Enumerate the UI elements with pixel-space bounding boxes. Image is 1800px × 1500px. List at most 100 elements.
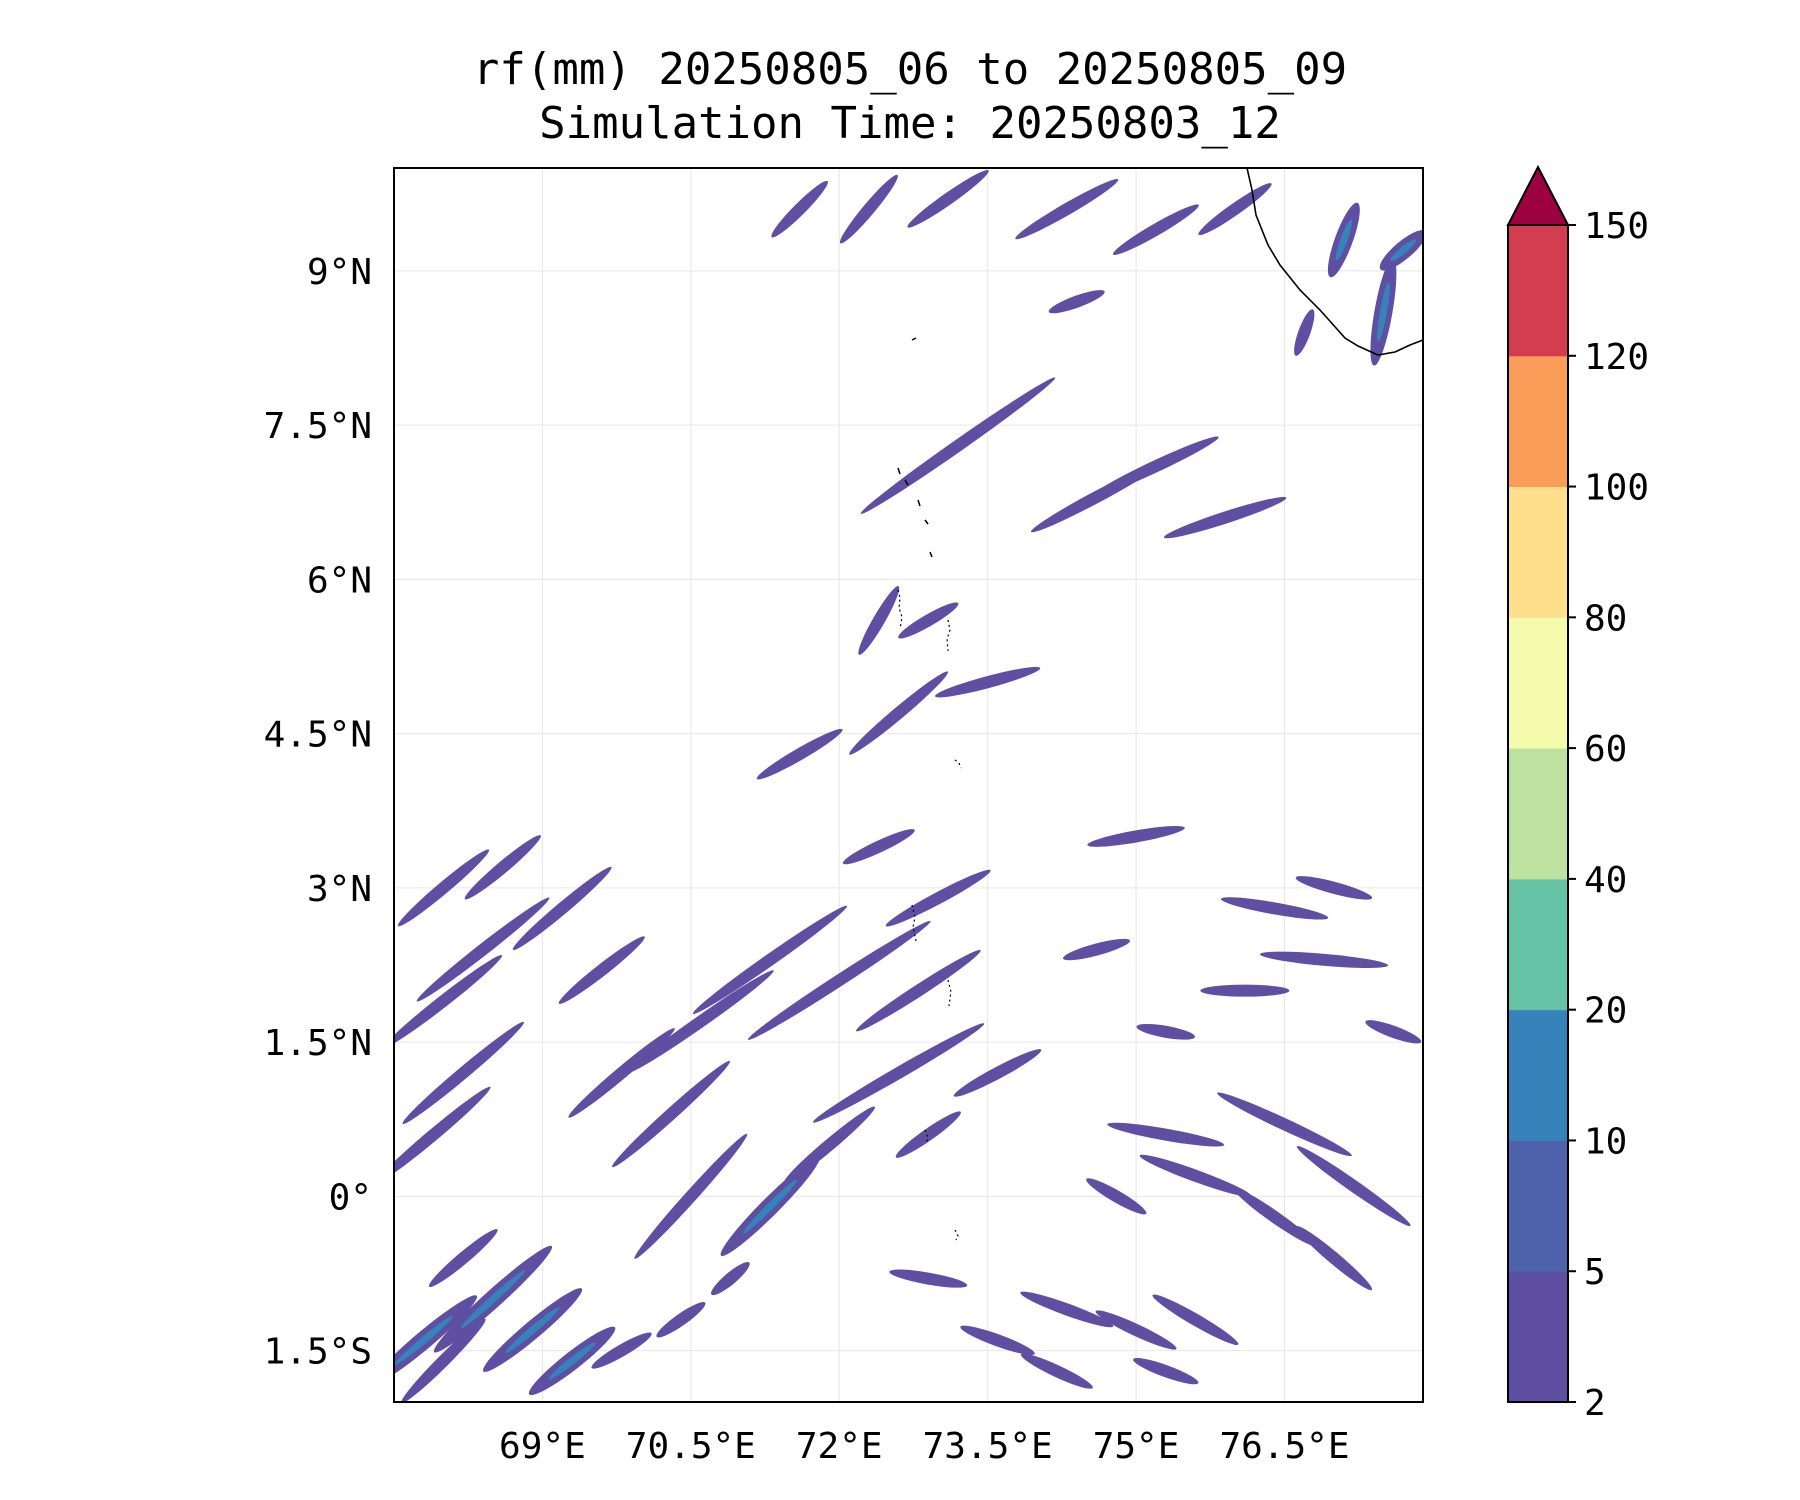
colorbar-tick-label: 2 <box>1584 1383 1606 1424</box>
lon-tick-label: 75°E <box>1093 1426 1180 1467</box>
rain-band <box>1020 1291 1114 1328</box>
rain-band <box>1112 204 1199 255</box>
lat-tick-label: 3°N <box>307 869 372 910</box>
rain-band <box>898 602 959 639</box>
colorbar-segment <box>1508 225 1568 357</box>
rain-band <box>1259 951 1389 969</box>
rain-band <box>1133 1358 1199 1385</box>
rain-band <box>839 174 898 244</box>
rainfall-contours <box>394 170 1423 1402</box>
rain-band <box>402 1021 525 1125</box>
lon-tick-label: 70.5°E <box>626 1426 756 1467</box>
title-line-2: Simulation Time: 20250803_12 <box>539 98 1281 149</box>
colorbar-tick-label: 40 <box>1584 860 1627 901</box>
rain-band <box>1048 290 1105 314</box>
colorbar-tick-label: 80 <box>1584 598 1627 639</box>
rain-band <box>1152 1294 1239 1346</box>
rain-band <box>935 666 1041 698</box>
rain-band <box>860 377 1056 514</box>
rain-band <box>1296 1146 1411 1227</box>
colorbar-segment <box>1508 1009 1568 1141</box>
rain-band <box>397 849 490 927</box>
rain-band <box>1136 1023 1196 1040</box>
rain-band <box>692 905 848 1014</box>
rain-band-core <box>505 1307 560 1353</box>
rain-band <box>1020 1353 1093 1389</box>
rain-band <box>1015 178 1119 240</box>
rain-band <box>1220 897 1329 920</box>
map-frame <box>393 167 1424 1403</box>
rain-band <box>634 1133 748 1259</box>
rain-band-core <box>394 1315 453 1365</box>
colorbar-tick-label: 150 <box>1584 206 1649 247</box>
rain-band <box>568 1028 675 1118</box>
longitude-ticks: 69°E 70.5°E 72°E 73.5°E 75°E 76.5°E <box>499 1426 1349 1467</box>
lat-tick-label: 0° <box>329 1177 372 1218</box>
lat-tick-label: 1.5°S <box>264 1332 372 1373</box>
rain-band <box>856 949 981 1032</box>
colorbar-frame <box>1507 224 1569 1403</box>
latitude-ticks: 9°N 7.5°N 6°N 4.5°N 3°N 1.5°N 0° 1.5°S <box>264 252 372 1373</box>
lat-tick-label: 4.5°N <box>264 715 372 756</box>
rain-band <box>1107 1122 1225 1147</box>
rain-band <box>558 936 645 1004</box>
colorbar-tick-label: 60 <box>1584 729 1627 770</box>
rain-band-core <box>1335 219 1352 261</box>
rain-band <box>627 970 774 1073</box>
colorbar: 2 5 10 20 40 60 80 100 120 150 <box>1506 164 1649 1424</box>
colorbar-segment <box>1508 1271 1568 1403</box>
rain-band-core <box>1377 282 1390 342</box>
map-area <box>394 168 1423 1402</box>
rain-band <box>889 1269 968 1288</box>
title-line-1: rf(mm) 20250805_06 to 20250805_09 <box>472 44 1348 95</box>
lat-tick-label: 1.5°N <box>264 1023 372 1064</box>
rain-band <box>464 835 541 900</box>
rain-band <box>1095 1310 1177 1350</box>
maldives-atolls <box>897 589 962 1241</box>
rain-band-core <box>460 1269 526 1329</box>
rain-band <box>1217 1092 1352 1157</box>
rain-band <box>1139 1154 1252 1197</box>
rain-band <box>394 955 503 1047</box>
gridlines <box>394 168 1423 1402</box>
rain-band <box>394 1086 491 1183</box>
colorbar-tick-label: 10 <box>1584 1121 1627 1162</box>
lat-tick-label: 9°N <box>307 252 372 293</box>
rain-band <box>612 1060 730 1168</box>
rain-band <box>1093 436 1219 496</box>
rain-band <box>783 1106 875 1184</box>
rain-band <box>1365 1020 1422 1044</box>
rain-band-core <box>1390 239 1416 262</box>
rain-band <box>656 1302 706 1338</box>
lon-tick-label: 76.5°E <box>1219 1426 1349 1467</box>
lon-tick-label: 73.5°E <box>923 1426 1053 1467</box>
rain-band <box>885 869 991 927</box>
rain-band <box>842 829 915 865</box>
lat-tick-label: 6°N <box>307 560 372 601</box>
lon-tick-label: 69°E <box>499 1426 586 1467</box>
rain-band <box>711 1262 750 1296</box>
colorbar-tick-label: 20 <box>1584 991 1627 1032</box>
rain-band <box>953 1049 1042 1097</box>
rain-band <box>849 671 949 755</box>
rain-band <box>1295 876 1373 900</box>
lat-tick-label: 7.5°N <box>264 406 372 447</box>
india-coastline <box>1246 168 1423 356</box>
rain-band-core <box>742 1179 798 1234</box>
rain-band <box>401 1318 486 1402</box>
rain-band <box>416 897 550 1002</box>
colorbar-segment <box>1508 1140 1568 1272</box>
rain-band <box>1295 1225 1373 1291</box>
colorbar-tick-label: 5 <box>1584 1252 1606 1293</box>
rain-band <box>1063 938 1130 961</box>
rain-band <box>895 1111 961 1158</box>
rain-band-core <box>548 1342 596 1380</box>
colorbar-tick-label: 100 <box>1584 468 1649 509</box>
rain-band <box>1233 1188 1316 1246</box>
rain-band <box>812 1023 985 1123</box>
rain-band <box>858 586 900 655</box>
colorbar-segment <box>1508 748 1568 880</box>
rain-band <box>1163 496 1287 539</box>
rain-band <box>428 1229 498 1288</box>
